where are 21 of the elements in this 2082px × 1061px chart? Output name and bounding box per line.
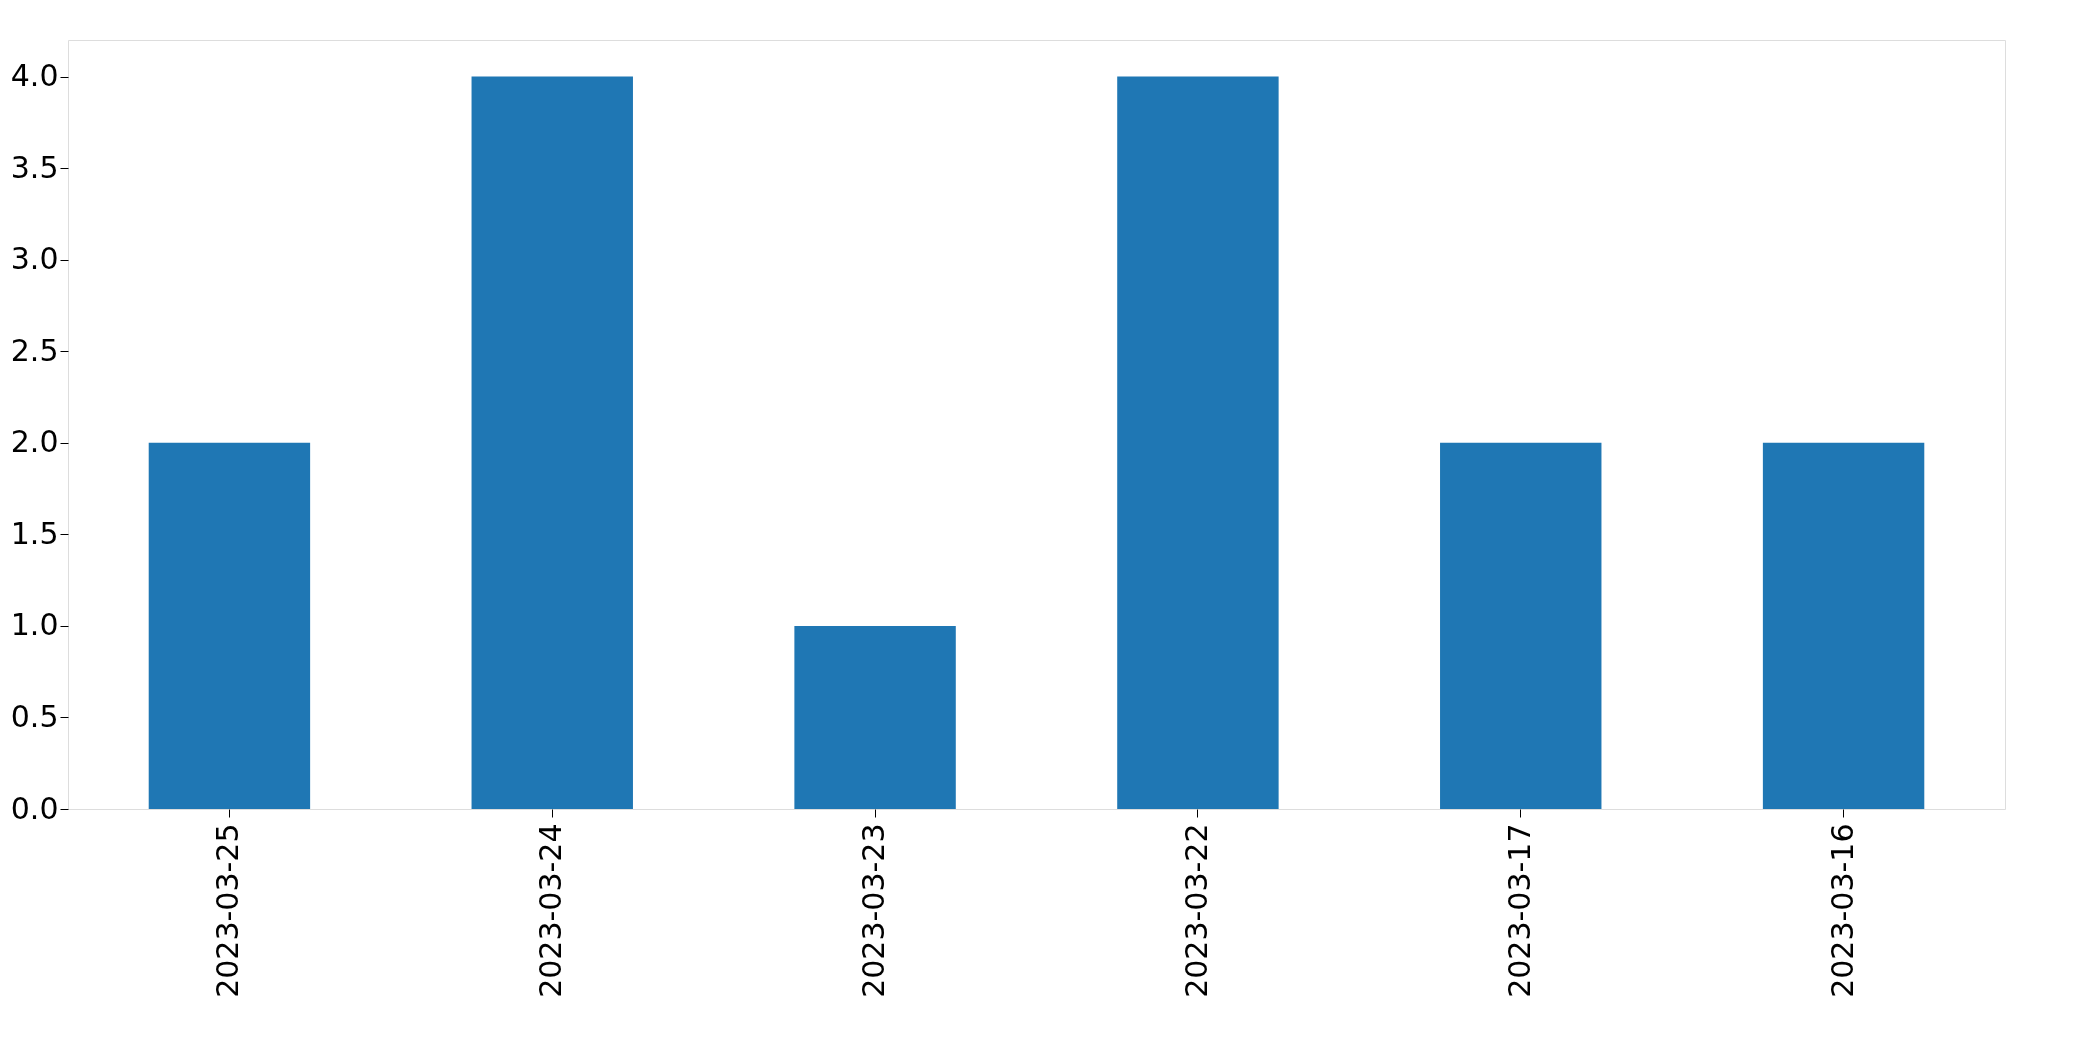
x-tick-label: 2023-03-17: [1501, 823, 1537, 998]
x-tick-label: 2023-03-16: [1824, 823, 1860, 998]
x-tick-label: 2023-03-23: [856, 823, 892, 998]
y-tick-label: 1.0: [10, 607, 59, 643]
bar: [1117, 76, 1279, 809]
x-tick-label: 2023-03-25: [210, 823, 246, 998]
y-tick-label: 3.0: [10, 241, 59, 277]
x-tick-label: 2023-03-22: [1178, 823, 1214, 998]
bar: [794, 625, 956, 809]
bar: [148, 442, 311, 809]
x-tick-label: 2023-03-24: [533, 823, 569, 998]
y-tick-label: 1.5: [10, 515, 59, 551]
bar: [1440, 442, 1602, 809]
bar: [1762, 442, 1925, 809]
bar: [471, 76, 633, 809]
y-tick-label: 0.0: [10, 790, 59, 826]
y-tick-label: 2.0: [10, 424, 59, 460]
y-tick-label: 4.0: [10, 58, 59, 94]
y-tick-label: 3.5: [10, 149, 59, 185]
y-tick-label: 0.5: [10, 698, 59, 734]
y-tick-label: 2.5: [10, 332, 59, 368]
